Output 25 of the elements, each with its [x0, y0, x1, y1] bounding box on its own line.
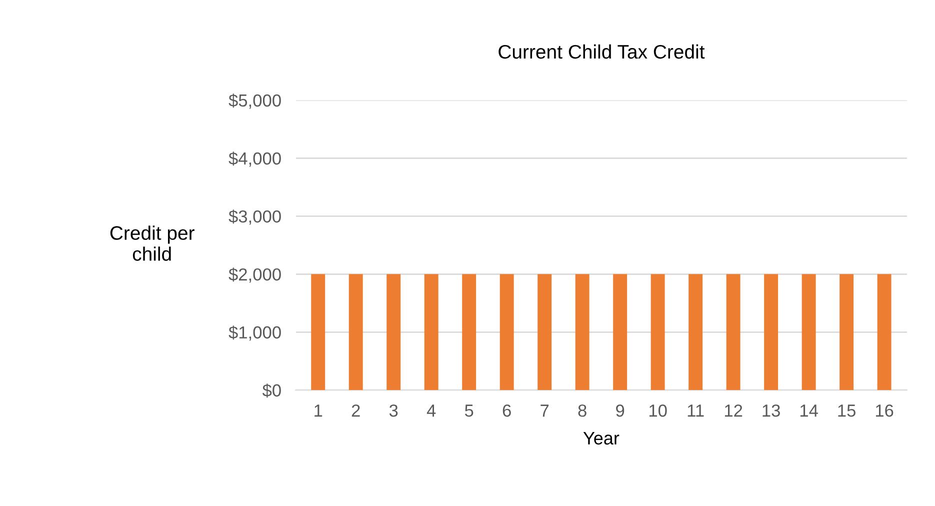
- x-tick-label: 6: [502, 404, 511, 417]
- y-tick-label: $3,000: [228, 210, 281, 225]
- y-tick-label: $2,000: [228, 268, 281, 283]
- x-tick-label: 5: [464, 404, 474, 417]
- x-tick-label: 14: [800, 404, 818, 417]
- x-tick-label: 9: [616, 404, 624, 417]
- x-axis-title: Year: [583, 432, 620, 445]
- x-tick-label: 16: [876, 404, 894, 417]
- x-tick-label: 12: [724, 404, 742, 417]
- chart-title: Current Child Tax Credit: [498, 44, 705, 59]
- y-tick-label: $4,000: [228, 152, 281, 167]
- x-tick-label: 11: [688, 404, 704, 417]
- x-tick-label: 1: [314, 404, 322, 417]
- y-tick-label: $1,000: [228, 326, 281, 341]
- x-tick-label: 7: [540, 404, 549, 417]
- x-tick-label: 15: [838, 404, 856, 417]
- y-axis-title: Credit per child: [110, 226, 194, 261]
- x-tick-label: 3: [389, 404, 398, 417]
- x-tick-label: 13: [762, 404, 780, 417]
- y-tick-label: $5,000: [228, 94, 281, 109]
- x-tick-label: 8: [578, 404, 586, 417]
- x-tick-label: 4: [426, 404, 436, 417]
- y-tick-label: $0: [262, 384, 281, 398]
- x-tick-label: 10: [649, 404, 667, 417]
- x-tick-label: 2: [352, 404, 360, 417]
